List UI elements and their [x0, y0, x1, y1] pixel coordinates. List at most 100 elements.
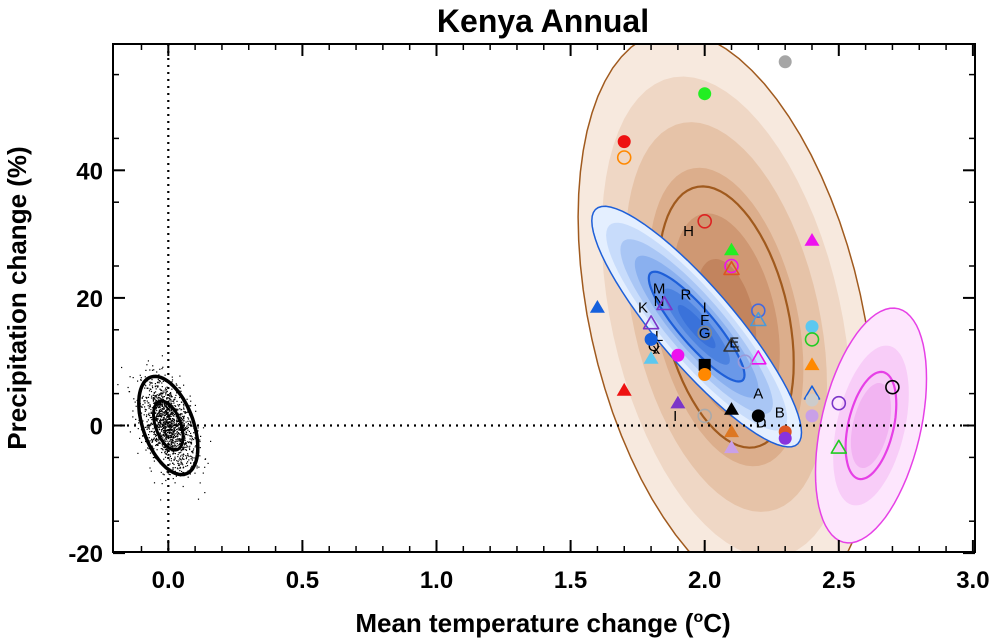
variability-dot [183, 458, 185, 460]
variability-dot [142, 395, 144, 397]
variability-dot [179, 434, 182, 436]
variability-dot [149, 406, 151, 408]
variability-dot [152, 440, 154, 442]
scatter-triangle [804, 233, 820, 246]
variability-dot [172, 453, 174, 455]
variability-dot [176, 410, 178, 412]
variability-dot [164, 440, 167, 442]
variability-dot [177, 432, 179, 434]
variability-dot [167, 410, 169, 412]
variability-dot [168, 418, 170, 420]
variability-dot [159, 420, 161, 422]
variability-dot [152, 399, 155, 401]
scatter-circle [778, 55, 792, 69]
variability-dot [159, 426, 161, 428]
model-label: A [753, 386, 763, 403]
variability-dot [178, 405, 180, 407]
variability-dot [134, 423, 136, 425]
variability-dot [160, 499, 162, 501]
variability-dot [190, 458, 192, 460]
variability-dot [158, 413, 161, 415]
variability-dot [144, 410, 146, 412]
variability-dot [185, 443, 187, 445]
variability-dot [157, 398, 159, 400]
variability-dot [156, 418, 159, 420]
variability-dot [154, 412, 156, 414]
variability-dot [149, 417, 151, 419]
variability-dot [166, 440, 168, 442]
variability-dot [162, 419, 164, 421]
variability-dot [164, 434, 166, 436]
variability-dot [159, 425, 161, 427]
variability-dot [191, 465, 193, 467]
variability-dot [165, 434, 167, 437]
variability-dot [199, 447, 201, 449]
variability-dot [184, 412, 186, 414]
variability-dot [176, 435, 178, 437]
variability-dot [182, 415, 184, 418]
variability-dot [179, 396, 181, 399]
variability-dot [148, 448, 150, 450]
model-label: N [654, 293, 665, 310]
variability-dot [168, 399, 171, 401]
model-label: Q [648, 338, 660, 355]
variability-dot [137, 452, 139, 454]
blue-pdf-level-6 [677, 304, 716, 349]
variability-dot [189, 405, 191, 407]
variability-dot [146, 421, 148, 423]
variability-dot [157, 413, 159, 415]
variability-dot [140, 377, 142, 379]
variability-dot [166, 434, 168, 436]
variability-dot [186, 411, 188, 413]
variability-dot [188, 459, 190, 461]
variability-dot [179, 457, 181, 459]
variability-dot [164, 450, 166, 453]
variability-dot [179, 466, 181, 468]
variability-dot [155, 416, 157, 418]
variability-dot [170, 396, 172, 398]
variability-dot [191, 438, 193, 440]
variability-dot [163, 402, 165, 404]
variability-dot [164, 447, 166, 449]
variability-dot [162, 438, 164, 440]
variability-dot [161, 398, 163, 400]
variability-dot [161, 402, 164, 404]
variability-dot [147, 396, 150, 398]
variability-dot [173, 402, 175, 404]
variability-dot [154, 434, 156, 436]
variability-dot [149, 452, 152, 454]
variability-dot [156, 414, 158, 417]
variability-dot [154, 385, 156, 387]
variability-dot [160, 448, 162, 450]
variability-dot [147, 402, 149, 404]
scatter-triangle [723, 260, 740, 276]
variability-dot [147, 387, 149, 389]
variability-dot [174, 467, 176, 469]
variability-dot [175, 423, 177, 425]
x-axis-label-superscript: o [693, 609, 703, 626]
variability-dot [128, 391, 130, 393]
variability-dot [188, 430, 190, 433]
variability-dot [150, 390, 153, 393]
variability-dot [180, 418, 183, 420]
scatter-circle [831, 395, 847, 411]
variability-dot [158, 415, 160, 418]
variability-dot [186, 425, 188, 427]
variability-dot [159, 388, 161, 390]
variability-dot [176, 432, 178, 434]
variability-dot [165, 394, 167, 396]
variability-dot [170, 419, 172, 421]
variability-dot [175, 420, 178, 422]
variability-dot [174, 427, 176, 429]
y-tick-label: 0 [90, 414, 103, 441]
variability-dot [155, 418, 157, 420]
variability-dot [185, 458, 187, 460]
variability-dot [117, 384, 119, 386]
variability-dot [163, 408, 165, 410]
variability-dot [159, 420, 161, 422]
variability-dot [152, 439, 154, 441]
scatter-circle [616, 150, 632, 165]
variability-dot [189, 441, 191, 443]
variability-dot [166, 453, 168, 456]
